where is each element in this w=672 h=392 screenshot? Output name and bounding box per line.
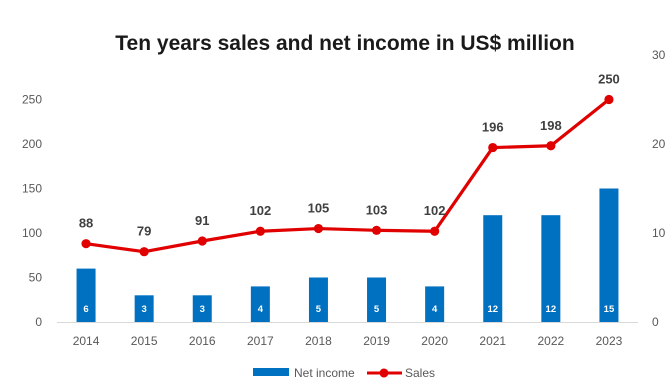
sales-data-label: 102 xyxy=(249,203,271,218)
sales-point xyxy=(430,226,440,236)
net-income-bar-label: 3 xyxy=(142,304,147,315)
legend: Net income Sales xyxy=(253,366,435,380)
sales-point xyxy=(81,239,91,249)
net-income-bar xyxy=(134,295,154,322)
sales-line xyxy=(81,94,614,257)
sales-point xyxy=(197,236,207,246)
y-axis-left: 0 50 100 150 200 250 xyxy=(22,93,42,330)
sales-data-label: 88 xyxy=(79,216,93,231)
net-income-bar xyxy=(250,286,270,322)
sales-data-label: 79 xyxy=(137,224,151,239)
net-income-bar-label: 5 xyxy=(374,304,380,315)
legend-swatch-sales-marker xyxy=(379,368,389,378)
sales-data-labels: 88 79 91 102 105 103 102 196 198 250 xyxy=(79,72,620,239)
net-income-bar-label: 4 xyxy=(258,304,264,315)
net-income-bar xyxy=(76,268,96,322)
x-tick-label: 2016 xyxy=(189,334,216,348)
sales-point xyxy=(313,223,324,234)
chart-title: Ten years sales and net income in US$ mi… xyxy=(115,32,574,55)
y-right-tick-label: 30 xyxy=(652,48,666,62)
x-tick-label: 2017 xyxy=(247,334,274,348)
x-axis: 2014 2015 2016 2017 2018 2019 2020 2021 2022 2023 xyxy=(73,334,623,348)
legend-label-sales: Sales xyxy=(405,366,435,380)
y-right-tick-label: 0 xyxy=(652,315,659,329)
x-tick-label: 2022 xyxy=(537,334,564,348)
y-left-tick-label: 0 xyxy=(35,315,42,329)
net-income-bar-label: 12 xyxy=(546,304,557,315)
net-income-bar-label: 12 xyxy=(487,304,498,315)
net-income-bar xyxy=(425,286,445,322)
legend-label-net-income: Net income xyxy=(294,366,355,380)
y-left-tick-label: 150 xyxy=(22,182,42,196)
sales-point xyxy=(604,94,614,105)
x-tick-label: 2019 xyxy=(363,334,390,348)
sales-data-label: 250 xyxy=(598,72,620,87)
x-tick-label: 2021 xyxy=(479,334,506,348)
net-income-bars xyxy=(76,188,619,322)
y-left-tick-label: 200 xyxy=(22,137,42,151)
net-income-bar-label: 6 xyxy=(83,304,88,315)
x-tick-label: 2023 xyxy=(596,334,623,348)
sales-point xyxy=(546,141,556,151)
net-income-bar xyxy=(192,295,212,322)
sales-data-label: 91 xyxy=(195,213,209,228)
sales-point xyxy=(255,226,265,236)
net-income-bar xyxy=(308,277,328,322)
sales-data-label: 196 xyxy=(482,120,504,135)
net-income-bar-label: 3 xyxy=(200,304,205,315)
sales-data-label: 105 xyxy=(308,201,330,216)
sales-point xyxy=(139,247,149,257)
net-income-data-labels: 6 3 3 4 5 5 4 12 12 15 xyxy=(83,304,615,315)
net-income-bar xyxy=(541,215,561,322)
net-income-bar xyxy=(367,277,387,322)
x-tick-label: 2015 xyxy=(131,334,158,348)
y-left-tick-label: 50 xyxy=(29,271,43,285)
y-axis-right: 0 10 20 30 xyxy=(652,48,666,329)
sales-data-label: 198 xyxy=(540,118,562,133)
x-tick-label: 2020 xyxy=(421,334,448,348)
net-income-bar-label: 15 xyxy=(604,304,615,315)
net-income-bar xyxy=(483,215,503,322)
y-right-tick-label: 10 xyxy=(652,226,666,240)
legend-swatch-net-income xyxy=(253,368,289,376)
y-left-tick-label: 100 xyxy=(22,226,42,240)
y-left-tick-label: 250 xyxy=(22,93,42,107)
net-income-bar-label: 4 xyxy=(432,304,438,315)
sales-point xyxy=(371,225,382,235)
net-income-bar-label: 5 xyxy=(316,304,322,315)
x-tick-label: 2018 xyxy=(305,334,332,348)
net-income-bar xyxy=(599,188,619,322)
sales-line-path xyxy=(85,98,610,254)
sales-data-label: 103 xyxy=(366,202,388,217)
sales-data-label: 102 xyxy=(424,203,446,218)
y-right-tick-label: 20 xyxy=(652,137,666,151)
sales-point xyxy=(488,142,498,153)
x-tick-label: 2014 xyxy=(73,334,100,348)
